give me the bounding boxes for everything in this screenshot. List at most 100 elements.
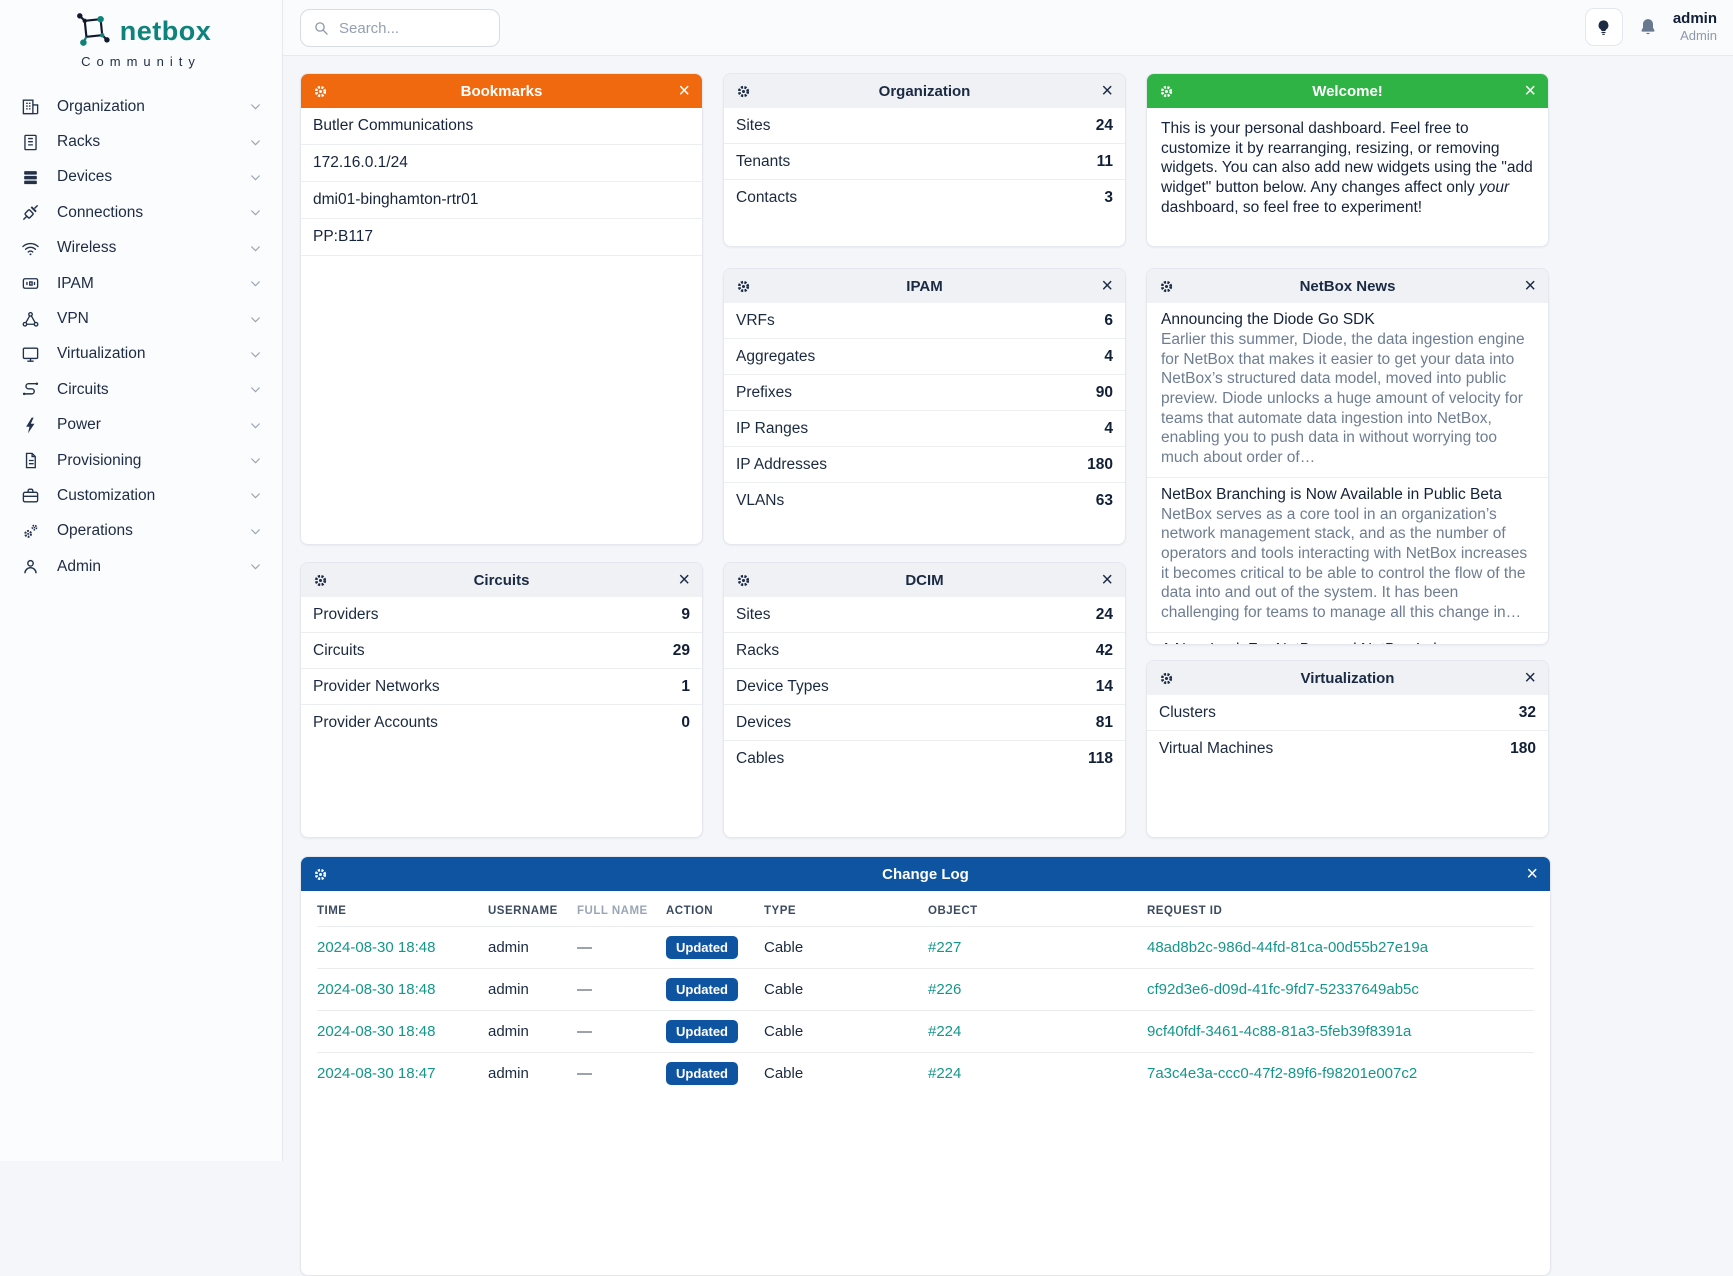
sidebar-item-ipam[interactable]: IPAM — [0, 266, 282, 301]
search-input[interactable] — [339, 19, 487, 37]
news-link[interactable]: Announcing the Diode Go SDK — [1161, 311, 1375, 328]
changelog-object-link[interactable]: #227 — [928, 939, 962, 956]
widget-close-button[interactable]: × — [678, 569, 690, 591]
theme-toggle-button[interactable] — [1584, 8, 1623, 46]
bookmark-link[interactable]: 172.16.0.1/24 — [301, 145, 702, 182]
stat-link[interactable]: Virtual Machines — [1159, 740, 1274, 757]
stat-count[interactable]: 29 — [672, 641, 690, 659]
brand-logo[interactable]: netbox Community — [0, 0, 282, 69]
changelog-request-id-link[interactable]: 48ad8b2c-986d-44fd-81ca-00d55b27e19a — [1147, 939, 1429, 956]
sidebar-item-power[interactable]: Power — [0, 408, 282, 443]
stat-count[interactable]: 32 — [1518, 703, 1536, 721]
bookmark-link[interactable]: Butler Communications — [301, 108, 702, 145]
widget-close-button[interactable]: × — [1524, 667, 1536, 689]
stat-link[interactable]: Sites — [736, 116, 771, 134]
stat-count[interactable]: 81 — [1095, 713, 1113, 731]
sidebar-item-connections[interactable]: Connections — [0, 195, 282, 230]
stat-count[interactable]: 24 — [1095, 116, 1113, 134]
stat-link[interactable]: Cables — [736, 750, 785, 767]
stat-link[interactable]: Provider Accounts — [313, 714, 438, 731]
topbar: admin Admin — [283, 0, 1733, 56]
changelog-time-link[interactable]: 2024-08-30 18:48 — [317, 1023, 436, 1040]
changelog-time-link[interactable]: 2024-08-30 18:47 — [317, 1065, 436, 1082]
stat-link[interactable]: VRFs — [736, 311, 775, 329]
stat-link[interactable]: Providers — [313, 605, 379, 623]
stat-count[interactable]: 24 — [1095, 605, 1113, 623]
stat-count[interactable]: 3 — [1104, 189, 1113, 206]
stat-link[interactable]: Devices — [736, 713, 792, 731]
widget-close-button[interactable]: × — [1101, 80, 1113, 102]
widget-close-button[interactable]: × — [1524, 275, 1536, 297]
changelog-request-id-link[interactable]: 9cf40fdf-3461-4c88-81a3-5feb39f8391a — [1147, 1023, 1412, 1040]
stat-link[interactable]: IP Addresses — [736, 455, 828, 473]
widget-config-button[interactable] — [736, 84, 751, 99]
stat-link[interactable]: Provider Networks — [313, 677, 440, 695]
widget-config-button[interactable] — [1159, 84, 1174, 99]
stat-count[interactable]: 1 — [681, 677, 690, 695]
stat-row: Provider Accounts 0 — [301, 705, 702, 741]
changelog-time-link[interactable]: 2024-08-30 18:48 — [317, 939, 436, 956]
widget-config-button[interactable] — [313, 84, 328, 99]
news-link[interactable]: A New Look For NetBox and NetBox Labs — [1161, 641, 1534, 644]
stat-count[interactable]: 63 — [1095, 492, 1113, 509]
widget-config-button[interactable] — [313, 867, 328, 882]
stat-count[interactable]: 180 — [1510, 740, 1536, 757]
sidebar-item-provisioning[interactable]: Provisioning — [0, 443, 282, 478]
stat-count[interactable]: 118 — [1087, 750, 1113, 767]
widget-close-button[interactable]: × — [1526, 863, 1538, 885]
notifications-button[interactable] — [1638, 17, 1658, 37]
news-link[interactable]: NetBox Branching is Now Available in Pub… — [1161, 485, 1502, 503]
user-menu[interactable]: admin Admin — [1673, 10, 1717, 44]
sidebar-item-organization[interactable]: Organization — [0, 89, 282, 124]
sidebar-item-customization[interactable]: Customization — [0, 478, 282, 513]
stat-link[interactable]: Tenants — [736, 152, 791, 170]
sidebar-item-virtualization[interactable]: Virtualization — [0, 337, 282, 372]
stat-count[interactable]: 42 — [1095, 641, 1113, 659]
stat-count[interactable]: 4 — [1104, 419, 1113, 437]
stat-link[interactable]: VLANs — [736, 492, 785, 509]
sidebar-item-vpn[interactable]: VPN — [0, 301, 282, 336]
stat-link[interactable]: IP Ranges — [736, 419, 809, 437]
stat-count[interactable]: 6 — [1104, 311, 1113, 329]
widget-config-button[interactable] — [736, 573, 751, 588]
server-icon — [20, 167, 40, 187]
changelog-object-link[interactable]: #224 — [928, 1065, 962, 1082]
widget-close-button[interactable]: × — [678, 80, 690, 102]
stat-count[interactable]: 0 — [681, 714, 690, 731]
widget-config-button[interactable] — [736, 279, 751, 294]
sidebar-item-operations[interactable]: Operations — [0, 514, 282, 549]
changelog-object-link[interactable]: #224 — [928, 1023, 962, 1040]
sidebar-item-devices[interactable]: Devices — [0, 160, 282, 195]
sidebar-item-racks[interactable]: Racks — [0, 124, 282, 159]
changelog-request-id-link[interactable]: cf92d3e6-d09d-41fc-9fd7-52337649ab5c — [1147, 981, 1419, 998]
widget-close-button[interactable]: × — [1101, 275, 1113, 297]
widget-close-button[interactable]: × — [1101, 569, 1113, 591]
stat-count[interactable]: 4 — [1104, 347, 1113, 365]
stat-row: Aggregates 4 — [724, 339, 1125, 375]
sidebar-item-circuits[interactable]: Circuits — [0, 372, 282, 407]
stat-link[interactable]: Circuits — [313, 641, 365, 659]
changelog-object-link[interactable]: #226 — [928, 981, 962, 998]
changelog-time-link[interactable]: 2024-08-30 18:48 — [317, 981, 436, 998]
stat-count[interactable]: 11 — [1096, 152, 1113, 170]
stat-count[interactable]: 90 — [1095, 383, 1113, 401]
stat-count[interactable]: 180 — [1087, 455, 1113, 473]
stat-link[interactable]: Device Types — [736, 677, 829, 695]
bookmark-link[interactable]: PP:B117 — [301, 219, 702, 256]
sidebar-item-wireless[interactable]: Wireless — [0, 231, 282, 266]
widget-config-button[interactable] — [313, 573, 328, 588]
stat-count[interactable]: 9 — [681, 605, 690, 623]
stat-link[interactable]: Aggregates — [736, 347, 816, 365]
bookmark-link[interactable]: dmi01-binghamton-rtr01 — [301, 182, 702, 219]
stat-link[interactable]: Contacts — [736, 189, 798, 206]
stat-link[interactable]: Racks — [736, 641, 780, 659]
widget-config-button[interactable] — [1159, 671, 1174, 686]
changelog-request-id-link[interactable]: 7a3c4e3a-ccc0-47f2-89f6-f98201e007c2 — [1147, 1065, 1418, 1082]
stat-link[interactable]: Sites — [736, 605, 771, 623]
sidebar-item-admin[interactable]: Admin — [0, 549, 282, 584]
widget-close-button[interactable]: × — [1524, 80, 1536, 102]
stat-link[interactable]: Prefixes — [736, 383, 792, 401]
stat-count[interactable]: 14 — [1095, 677, 1113, 695]
widget-config-button[interactable] — [1159, 279, 1174, 294]
stat-link[interactable]: Clusters — [1159, 703, 1216, 721]
